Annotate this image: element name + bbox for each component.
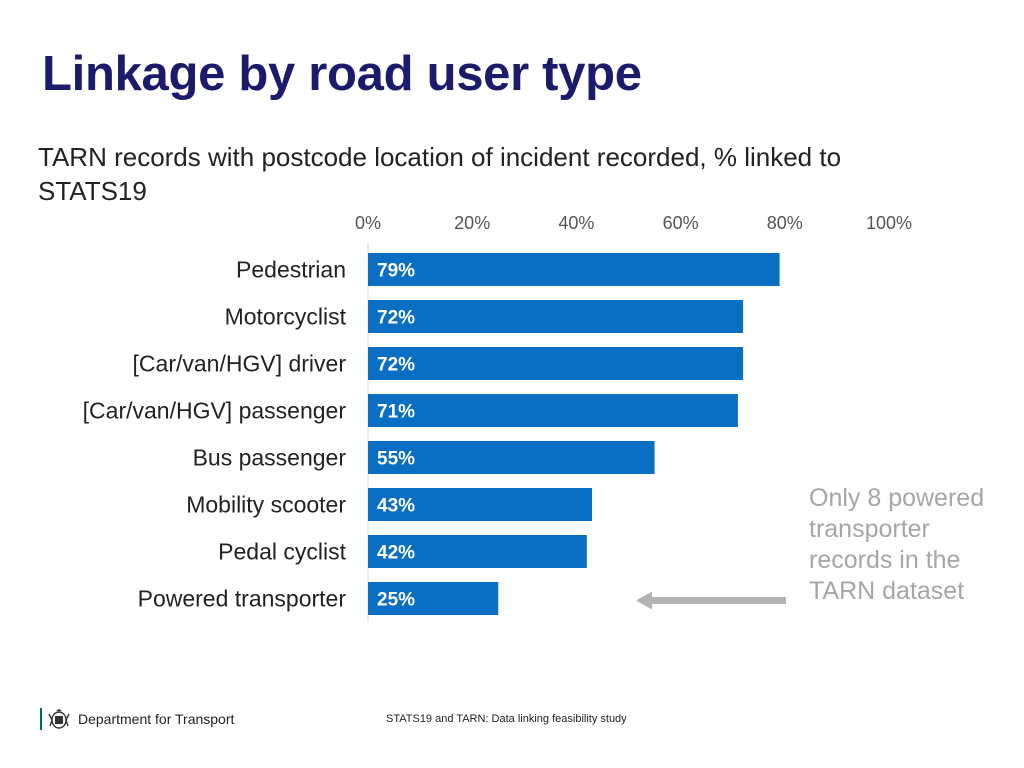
category-label: Motorcyclist <box>225 304 347 330</box>
organisation-name: Department for Transport <box>78 711 235 727</box>
x-tick-label: 0% <box>355 213 381 233</box>
bar <box>368 582 499 615</box>
x-tick-label: 80% <box>767 213 803 233</box>
dft-logo: Department for Transport <box>40 707 234 731</box>
bar <box>368 253 780 286</box>
footer-study-title: STATS19 and TARN: Data linking feasibili… <box>386 713 627 725</box>
category-label: Pedal cyclist <box>218 539 346 565</box>
page-title: Linkage by road user type <box>42 47 642 101</box>
data-label: 71% <box>377 402 415 423</box>
annotation-note: Only 8 powered transporter records in th… <box>809 484 985 605</box>
x-tick-label: 100% <box>866 213 912 233</box>
bar <box>368 347 744 380</box>
category-label: [Car/van/HGV] driver <box>133 351 347 377</box>
data-label: 42% <box>377 543 415 564</box>
data-label: 25% <box>377 590 415 611</box>
bar <box>368 300 744 333</box>
chart-subtitle: TARN records with postcode location of i… <box>38 142 842 206</box>
annotation-arrow <box>636 591 786 610</box>
crest-icon <box>48 709 70 729</box>
bar <box>368 441 655 474</box>
bar <box>368 535 587 568</box>
x-tick-label: 20% <box>454 213 490 233</box>
data-label: 72% <box>377 355 415 376</box>
data-label: 55% <box>377 449 415 470</box>
category-label: Pedestrian <box>236 257 346 283</box>
category-label: [Car/van/HGV] passenger <box>83 398 347 424</box>
category-label: Powered transporter <box>138 586 347 612</box>
bar <box>368 488 593 521</box>
data-label: 72% <box>377 308 415 329</box>
x-tick-label: 60% <box>663 213 699 233</box>
bar <box>368 394 738 427</box>
category-label: Mobility scooter <box>186 492 346 518</box>
x-tick-label: 40% <box>558 213 594 233</box>
arrow-head <box>636 591 652 610</box>
logo-bar <box>40 708 42 730</box>
data-label: 79% <box>377 261 415 282</box>
data-label: 43% <box>377 496 415 517</box>
category-label: Bus passenger <box>193 445 347 471</box>
